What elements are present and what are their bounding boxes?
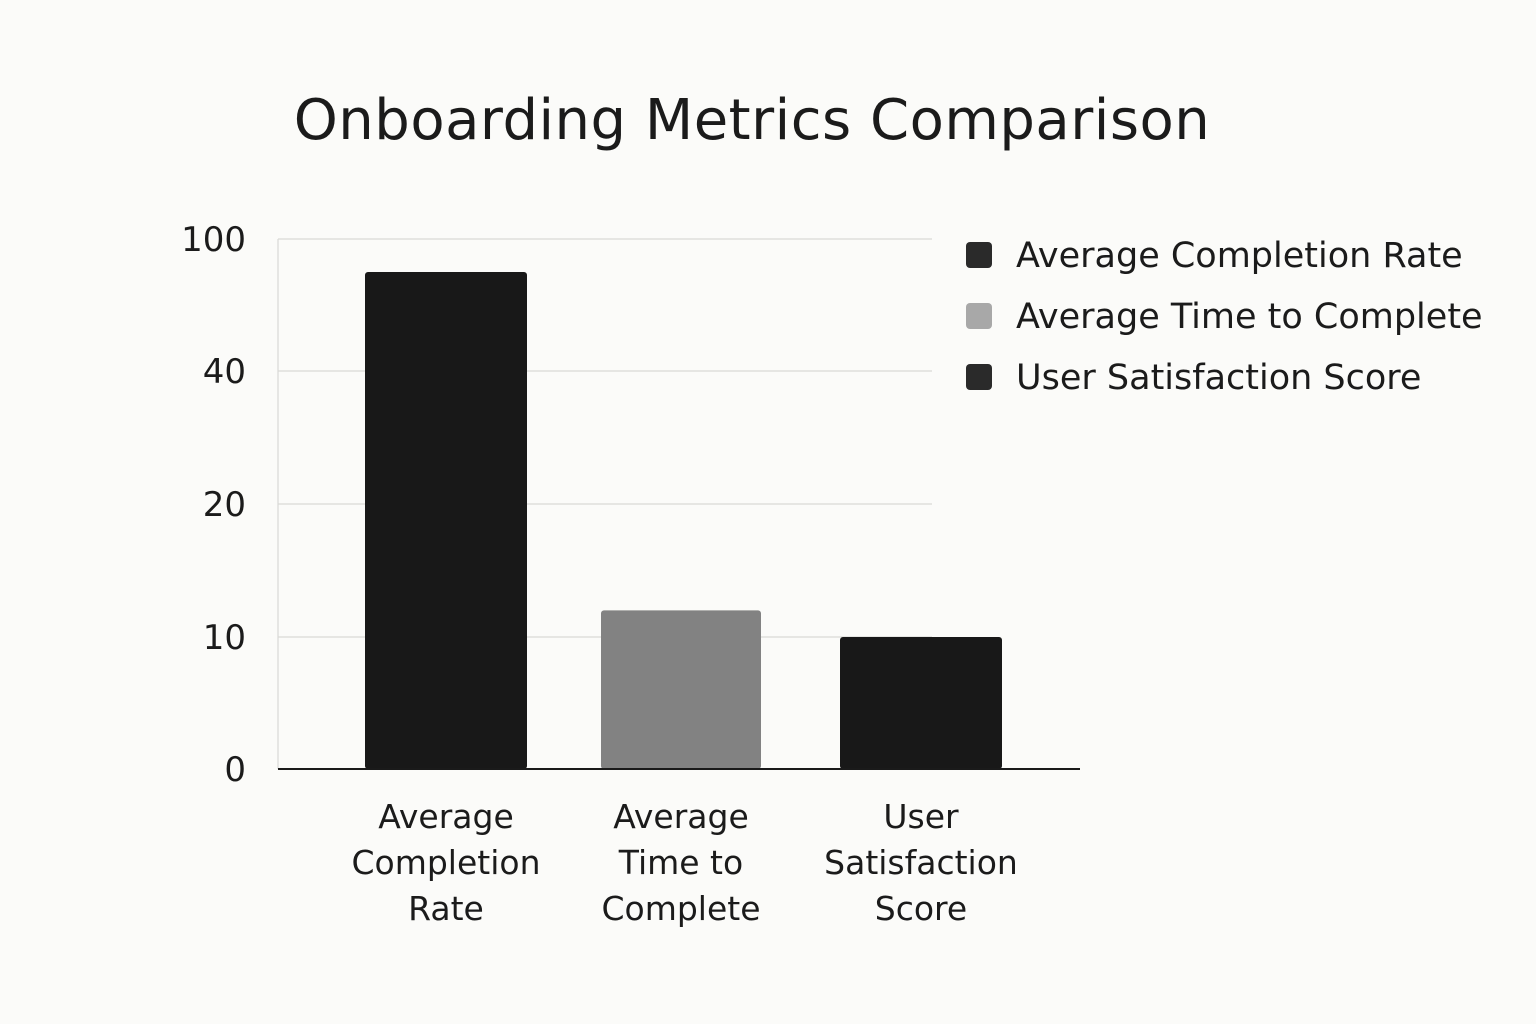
bar-3: [840, 637, 1002, 769]
legend-label: Average Time to Complete: [1016, 297, 1483, 337]
x-category-label: Average: [378, 797, 514, 836]
x-category-label: Completion: [351, 843, 540, 882]
legend-label: Average Completion Rate: [1016, 236, 1463, 276]
y-tick-label: 40: [203, 352, 246, 392]
y-tick-labels: 0 10 20 40 100: [181, 220, 246, 790]
legend-swatch: [966, 242, 992, 268]
legend-label: User Satisfaction Score: [1016, 358, 1421, 398]
x-category-label: Rate: [408, 889, 484, 928]
legend-swatch: [966, 364, 992, 390]
x-category-label: Time to: [618, 843, 743, 882]
x-category-label: Complete: [601, 889, 760, 928]
legend: Average Completion Rate Average Time to C…: [966, 236, 1483, 398]
x-category-labels: Average Completion Rate Average Time to Compl…: [351, 797, 1017, 928]
y-tick-label: 10: [203, 618, 246, 658]
x-category-label: Score: [875, 889, 967, 928]
bar-1: [365, 272, 527, 769]
bar-2: [601, 610, 761, 769]
x-category-label: User: [883, 797, 959, 836]
axes: [277, 239, 1080, 770]
y-tick-label: 20: [203, 485, 246, 525]
x-category-label: Average: [613, 797, 749, 836]
chart-title: Onboarding Metrics Comparison: [293, 88, 1211, 153]
x-category-label: Satisfaction: [824, 843, 1018, 882]
y-tick-label: 0: [224, 750, 246, 790]
bars: [365, 272, 1002, 769]
legend-swatch: [966, 303, 992, 329]
y-tick-label: 100: [181, 220, 246, 260]
